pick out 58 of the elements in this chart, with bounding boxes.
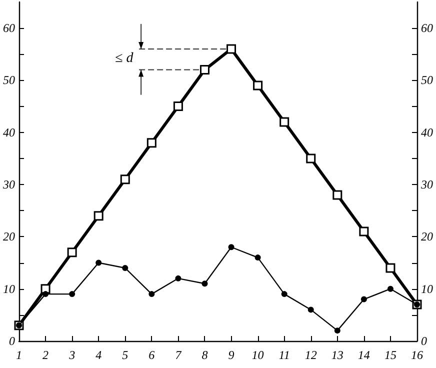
x-tick-label: 14	[358, 348, 370, 362]
y2-tick-label: 40	[421, 125, 433, 140]
y2-tick-label: 50	[421, 73, 433, 88]
point	[94, 211, 104, 221]
y2-tick-label: 0	[421, 334, 427, 348]
point	[226, 44, 236, 54]
x-tick-label: 9	[228, 348, 234, 362]
x-tick-label: 10	[252, 348, 264, 362]
point	[42, 291, 49, 298]
point	[69, 291, 76, 298]
point	[96, 260, 102, 266]
x-tick-label: 11	[278, 348, 290, 362]
point	[254, 254, 261, 261]
y2-tick-label: 10	[421, 282, 433, 296]
point	[387, 286, 394, 292]
x-tick-label: 1	[16, 348, 22, 362]
annotation: ≤ d	[115, 51, 134, 68]
y-tick-label: 40	[3, 125, 15, 140]
x-tick-label: 2	[42, 348, 49, 362]
point	[146, 138, 156, 148]
point	[308, 306, 314, 313]
x-tick-label: 5	[122, 348, 128, 362]
point	[306, 154, 316, 164]
x-tick-label: 16	[411, 348, 423, 362]
point	[253, 80, 263, 90]
point	[120, 174, 130, 184]
point	[334, 328, 340, 334]
point	[67, 248, 77, 258]
y-tick-label: 10	[3, 282, 15, 296]
y-tick-label: 20	[3, 230, 15, 244]
x-tick-label: 15	[384, 348, 396, 362]
y2-tick-label: 60	[421, 21, 433, 36]
point	[359, 226, 369, 236]
point	[173, 102, 183, 112]
y2-tick-label: 30	[420, 178, 433, 192]
point	[332, 190, 342, 200]
point	[202, 280, 208, 287]
y-tick-label: 50	[3, 73, 15, 88]
x-tick-label: 4	[96, 348, 102, 362]
point	[148, 291, 155, 298]
y-tick-label: 60	[3, 21, 15, 36]
y2-tick-label: 20	[421, 230, 433, 244]
point	[228, 244, 234, 250]
x-tick-label: 3	[68, 348, 76, 362]
x-tick-label: 13	[331, 348, 344, 362]
y-tick-label: 0	[9, 334, 15, 348]
x-tick-label: 12	[304, 348, 317, 362]
x-tick-label: 6	[148, 348, 155, 362]
point	[281, 291, 288, 298]
point	[200, 65, 210, 75]
x-tick-label: 8	[202, 348, 208, 362]
x-tick-label: 7	[175, 348, 182, 362]
point	[386, 263, 396, 273]
point	[360, 296, 367, 302]
point	[175, 275, 182, 282]
point	[122, 264, 128, 271]
point	[280, 117, 290, 127]
y-tick-label: 30	[2, 178, 15, 192]
